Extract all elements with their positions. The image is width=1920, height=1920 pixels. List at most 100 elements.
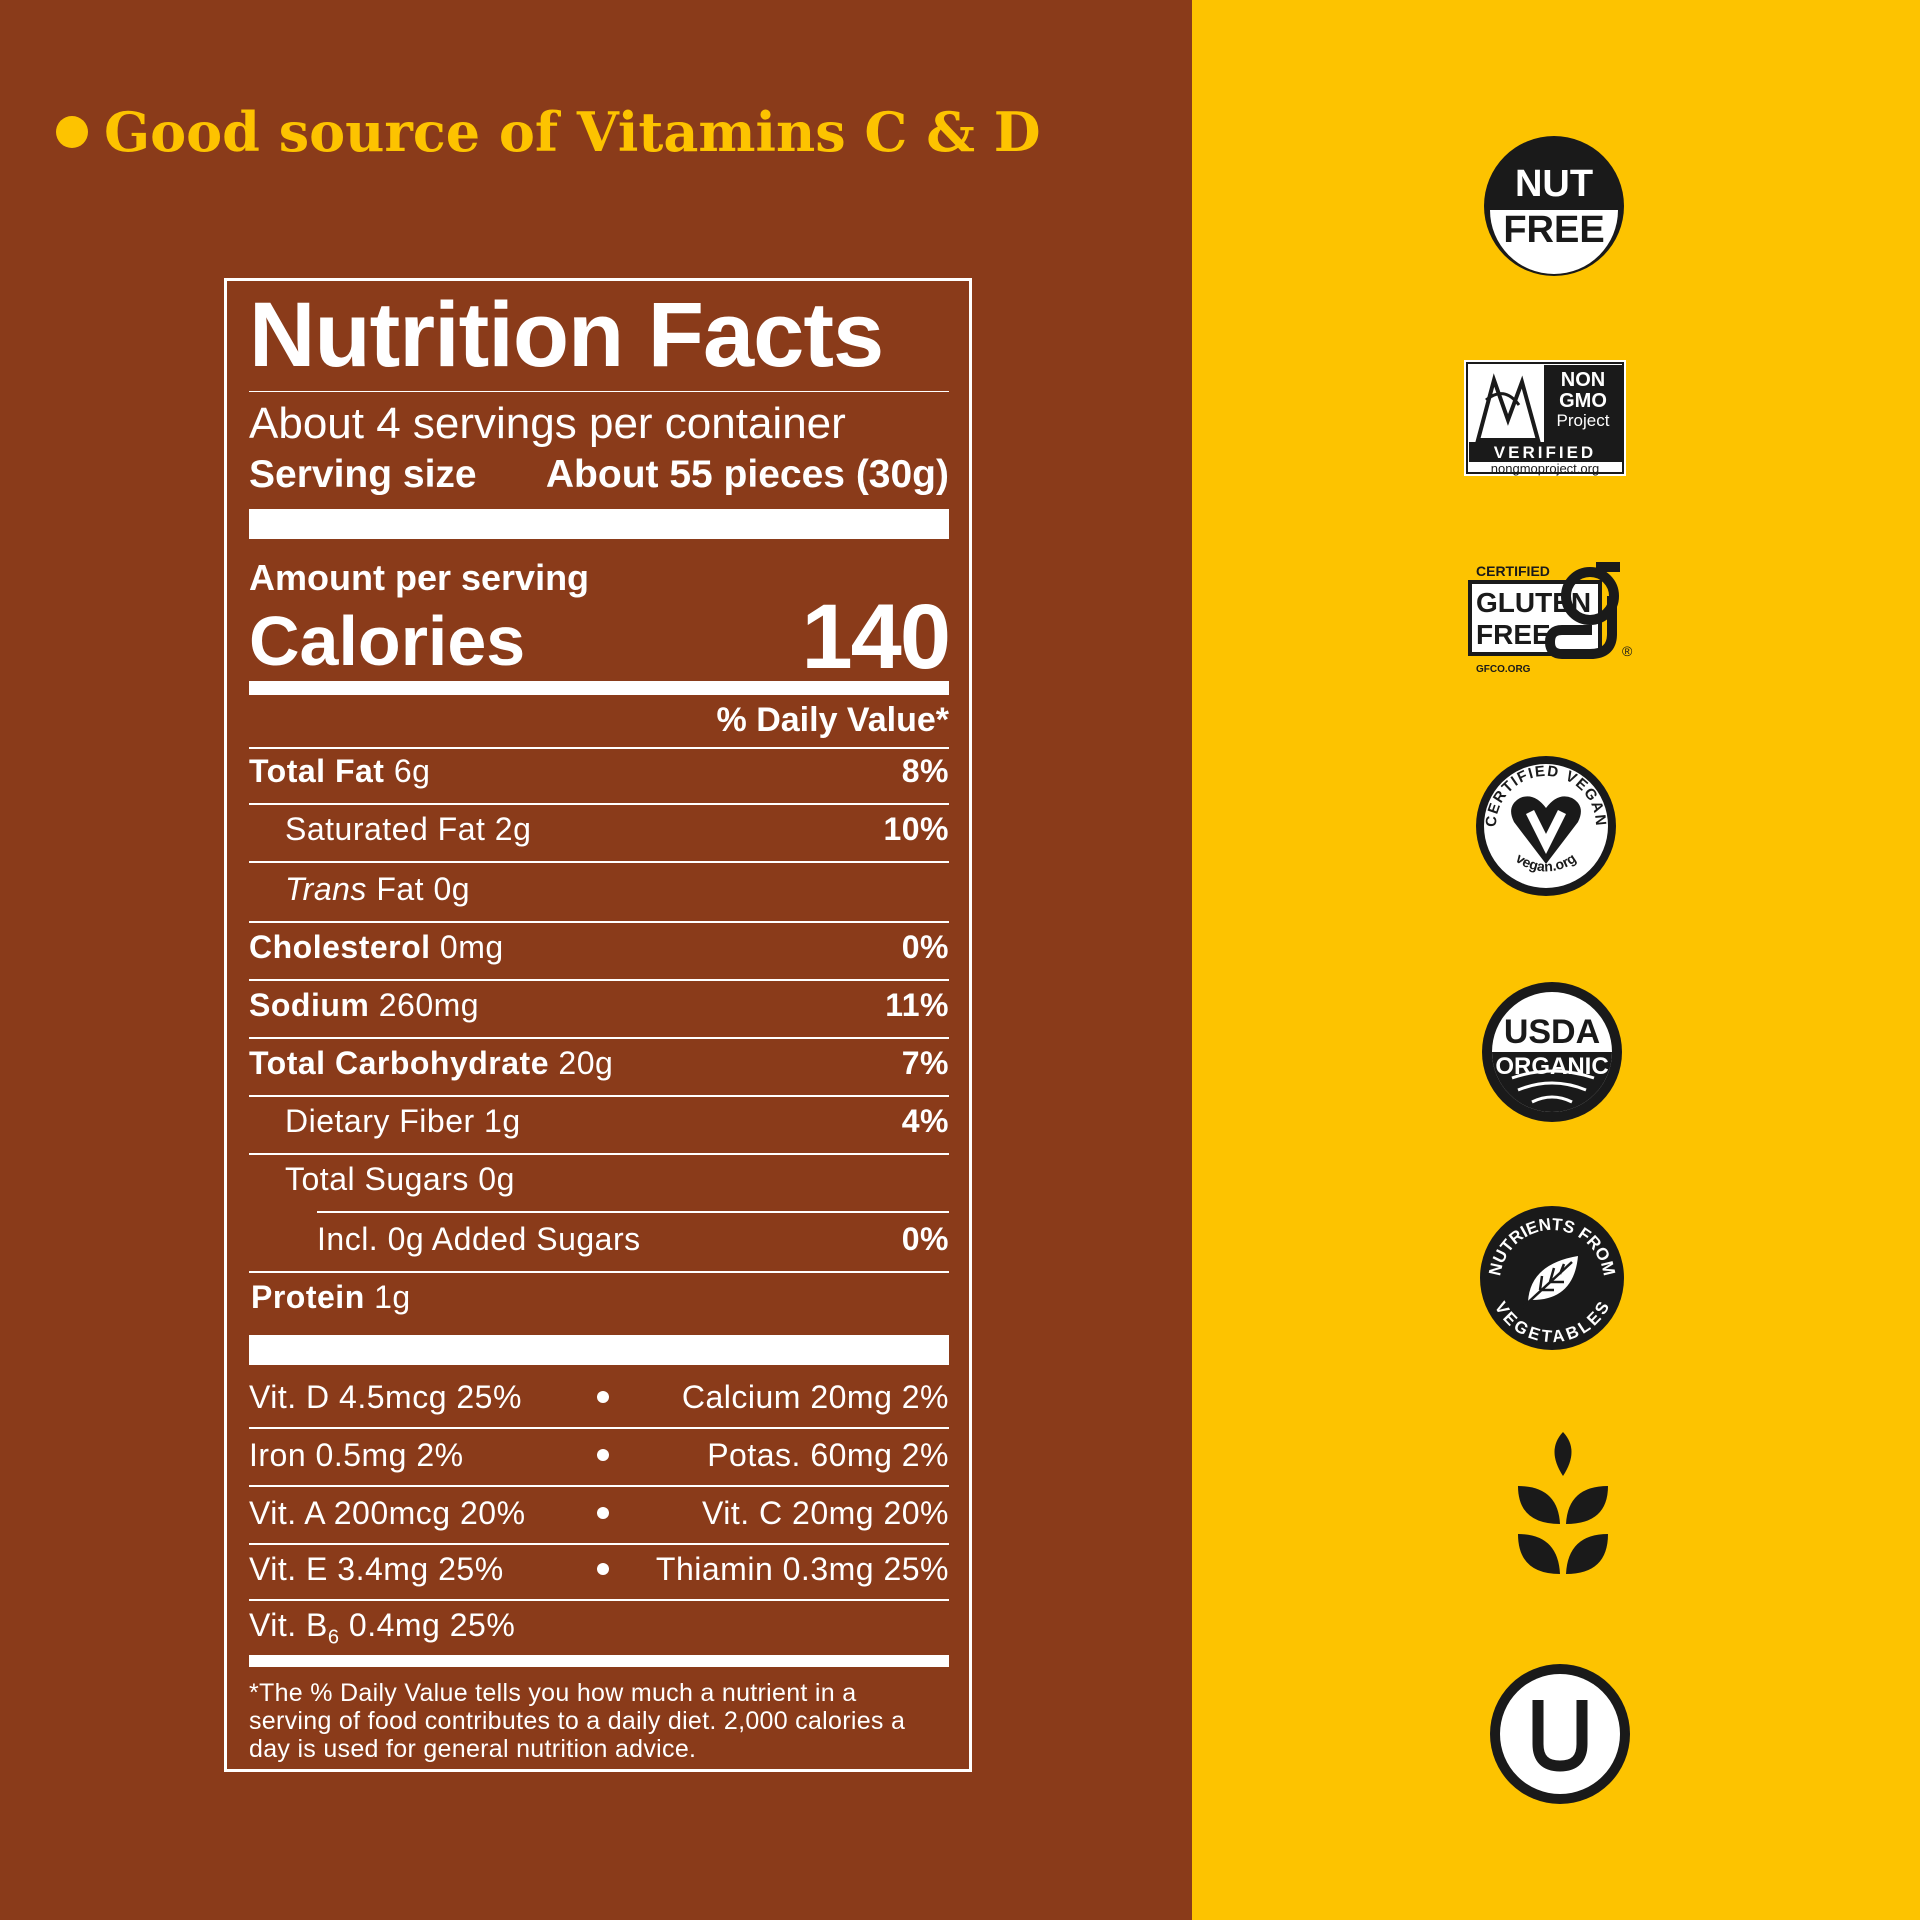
nutrient-row: Total Carbohydrate 20g 7%	[249, 1045, 949, 1085]
thick-bar-2	[249, 1335, 949, 1365]
nutrient-name: Protein 1g	[251, 1279, 411, 1315]
gluten-certified: CERTIFIED	[1476, 563, 1550, 579]
vitamin-right: Thiamin 0.3mg 25%	[655, 1551, 949, 1587]
row-rule	[317, 1211, 949, 1213]
gluten-line2: FREE	[1476, 619, 1551, 650]
row-rule	[249, 803, 949, 805]
usda-organic-badge: USDA ORGANIC	[1478, 978, 1626, 1131]
vitamin-right: Vit. C 20mg 20%	[701, 1495, 949, 1531]
gluten-free-icon: CERTIFIED GLUTEN FREE ® GFCO.ORG	[1468, 562, 1633, 675]
nut-free-line1: NUT	[1515, 163, 1593, 205]
row-rule	[249, 921, 949, 923]
row-rule	[249, 1153, 949, 1155]
row-rule	[249, 1095, 949, 1097]
bullet-icon	[597, 1507, 609, 1519]
row-rule	[249, 1037, 949, 1039]
right-panel: NUT FREE NON GMO Project VERIFIED nongmo…	[1192, 0, 1920, 1920]
certified-vegan-badge: CERTIFIED VEGAN vegan.org	[1472, 752, 1620, 905]
nut-free-line2: FREE	[1503, 209, 1604, 251]
nutrient-dv: 7%	[901, 1045, 949, 1081]
serving-size-label: Serving size	[249, 453, 477, 496]
vitamin-row: Vit. A 200mcg 20% Vit. C 20mg 20%	[249, 1495, 949, 1535]
usda-line2: ORGANIC	[1495, 1053, 1608, 1080]
nutrient-name: Sodium 260mg	[249, 987, 480, 1023]
nutrient-name: Dietary Fiber 1g	[285, 1103, 521, 1139]
non-gmo-line1: NON	[1561, 369, 1605, 391]
nutrient-name: Total Fat 6g	[249, 753, 431, 789]
nutrient-dv: 0%	[901, 929, 949, 965]
vitamin-left: Vit. A 200mcg 20%	[249, 1495, 526, 1531]
nutrient-row: Dietary Fiber 1g 4%	[249, 1103, 949, 1143]
nutrient-dv: 0%	[901, 1221, 949, 1257]
non-gmo-line2: GMO	[1559, 390, 1607, 412]
nutrition-facts-panel: Nutrition Facts About 4 servings per con…	[224, 278, 972, 1772]
non-gmo-icon: NON GMO Project VERIFIED nongmoproject.o…	[1464, 360, 1626, 476]
vitamin-right: Potas. 60mg 2%	[707, 1437, 949, 1473]
vitamin-row: Vit. D 4.5mcg 25% Calcium 20mg 2%	[249, 1379, 949, 1419]
vitamin-row-b6: Vit. B6 0.4mg 25%	[249, 1607, 949, 1649]
nutrients-from-vegetables-badge: NUTRIENTS FROM VEGETABLES	[1478, 1204, 1626, 1357]
nutrient-dv: 4%	[901, 1103, 949, 1139]
nutrition-title: Nutrition Facts	[249, 284, 884, 386]
nutrient-name: Saturated Fat 2g	[285, 811, 532, 847]
vitamin-left: Vit. D 4.5mcg 25%	[249, 1379, 522, 1415]
dv-header: % Daily Value*	[716, 701, 949, 739]
plant-badge	[1514, 1428, 1612, 1581]
kosher-badge	[1486, 1660, 1634, 1813]
bullet-icon	[597, 1563, 609, 1575]
non-gmo-badge: NON GMO Project VERIFIED nongmoproject.o…	[1464, 360, 1626, 481]
amount-per-serving: Amount per serving	[249, 557, 590, 598]
registered-mark: ®	[1622, 643, 1633, 659]
servings-text: About 4 servings per container	[249, 399, 846, 448]
nutrients-from-vegetables-icon: NUTRIENTS FROM VEGETABLES	[1480, 1206, 1624, 1350]
footer-bar	[249, 1655, 949, 1667]
certified-vegan-icon: CERTIFIED VEGAN vegan.org	[1476, 756, 1616, 896]
nutrient-name: Cholesterol 0mg	[249, 929, 504, 965]
row-rule	[249, 1599, 949, 1601]
thick-bar	[249, 509, 949, 539]
nutrient-row: Total Sugars 0g	[249, 1161, 949, 1201]
non-gmo-url: nongmoproject.org	[1491, 461, 1599, 476]
vitamin-left: Iron 0.5mg 2%	[249, 1437, 464, 1473]
row-rule	[249, 1427, 949, 1429]
usda-organic-icon: USDA ORGANIC	[1482, 982, 1622, 1122]
nutrient-dv: 11%	[885, 987, 949, 1023]
vitamin-left: Vit. E 3.4mg 25%	[249, 1551, 504, 1587]
nut-free-badge: NUT FREE	[1480, 132, 1628, 285]
nutrient-dv: 10%	[883, 811, 949, 847]
footnote: *The % Daily Value tells you how much a …	[249, 1679, 906, 1763]
medium-bar	[249, 681, 949, 695]
left-panel: Good source of Vitamins C & D Nutrition …	[0, 0, 1192, 1920]
nut-free-icon: NUT FREE	[1484, 136, 1624, 276]
usda-line1: USDA	[1504, 1013, 1600, 1051]
vitamin-b6: Vit. B6 0.4mg 25%	[249, 1607, 516, 1649]
calories-value: 140	[801, 586, 951, 688]
non-gmo-line3: Project	[1557, 411, 1610, 430]
tagline: Good source of Vitamins C & D	[56, 100, 1041, 164]
tagline-text: Good source of Vitamins C & D	[104, 100, 1041, 164]
bullet-icon	[597, 1449, 609, 1461]
non-gmo-verified: VERIFIED	[1494, 443, 1596, 462]
row-rule	[249, 979, 949, 981]
row-rule	[249, 861, 949, 863]
nutrient-row: Cholesterol 0mg 0%	[249, 929, 949, 969]
nutrient-row: Total Fat 6g 8%	[249, 753, 949, 793]
nutrient-name: Total Carbohydrate 20g	[249, 1045, 614, 1081]
nutrient-name: Total Sugars 0g	[285, 1161, 515, 1197]
plant-icon	[1518, 1432, 1608, 1574]
row-rule	[249, 1271, 949, 1273]
nutrient-row: Protein 1g	[249, 1279, 949, 1319]
bullet-icon	[597, 1391, 609, 1403]
nutrient-dv: 8%	[901, 753, 949, 789]
nutrient-row: Saturated Fat 2g 10%	[249, 811, 949, 851]
calories-label: Calories	[249, 602, 526, 680]
nutrient-name: Trans Fat 0g	[285, 871, 471, 907]
nutrient-row: Incl. 0g Added Sugars 0%	[249, 1221, 949, 1261]
gluten-url: GFCO.ORG	[1476, 664, 1531, 675]
row-rule	[249, 747, 949, 749]
title-rule	[249, 391, 949, 392]
nutrient-name: Incl. 0g Added Sugars	[317, 1221, 641, 1257]
kosher-u-icon	[1490, 1664, 1630, 1804]
serving-size-value: About 55 pieces (30g)	[545, 453, 949, 496]
row-rule	[249, 1543, 949, 1545]
